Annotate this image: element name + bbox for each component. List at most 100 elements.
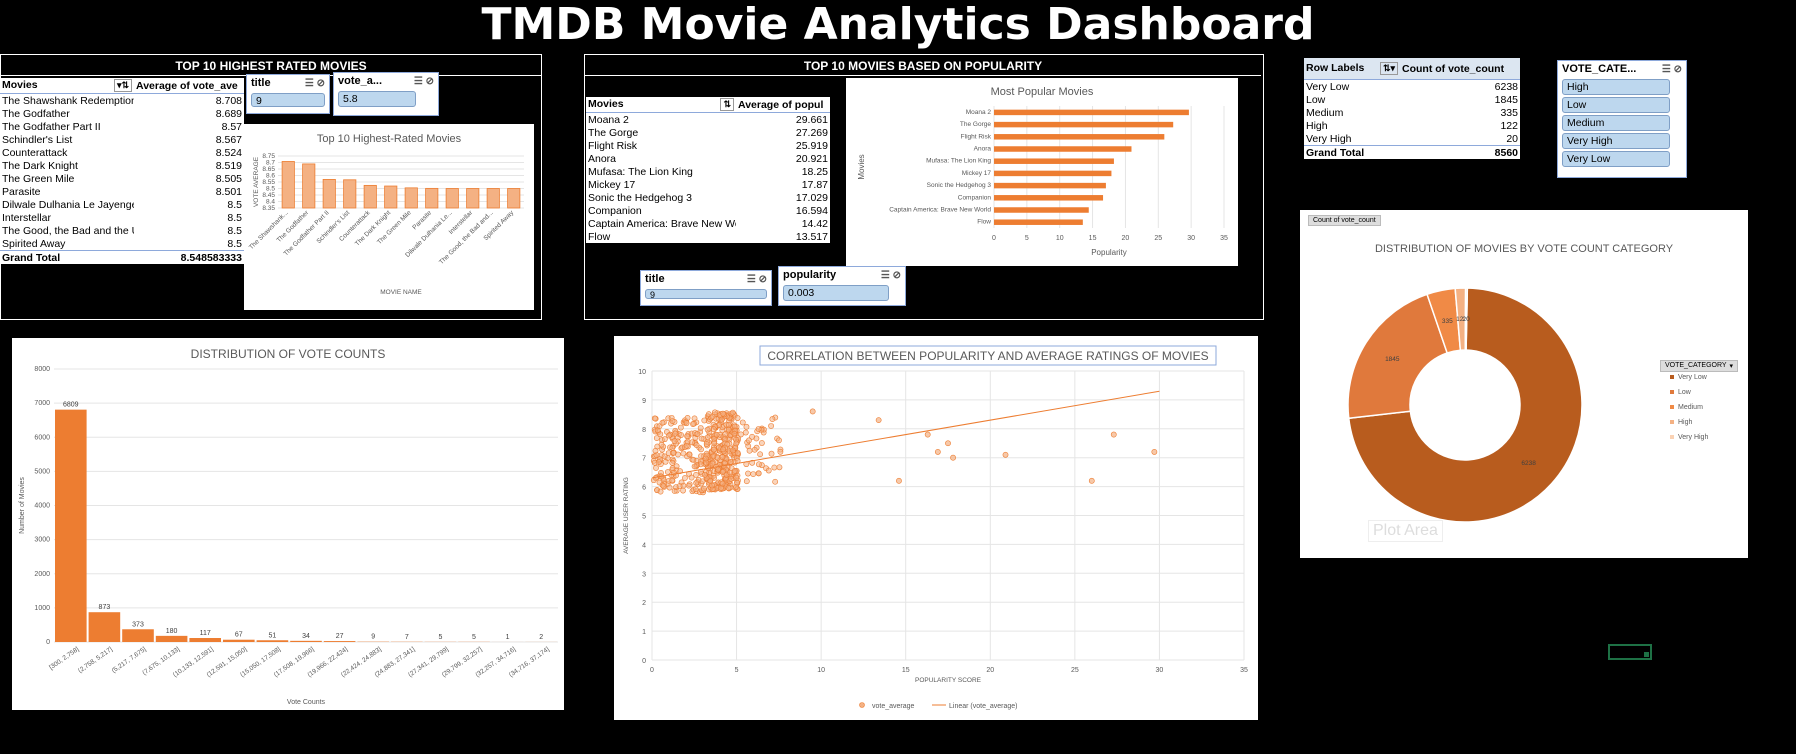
scatter-point <box>1151 449 1158 455</box>
scatter-point <box>683 420 690 427</box>
scatter-point <box>709 413 716 420</box>
table-row[interactable]: Sonic the Hedgehog 3 17.029 <box>586 191 830 204</box>
row-labels-header[interactable]: Row Labels ⇅▾ <box>1304 58 1400 80</box>
table-row[interactable]: Very Low 6238 <box>1304 80 1520 94</box>
table-row[interactable]: Interstellar 8.5 <box>0 211 244 224</box>
table-row[interactable]: Low 1845 <box>1304 93 1520 106</box>
multi-select-icon[interactable]: ☰ ⊘ <box>304 77 325 89</box>
y-tick-label: Moana 2 <box>966 109 992 116</box>
count-header[interactable]: Count of vote_count <box>1400 58 1520 80</box>
table-row[interactable]: Captain America: Brave New Wo 14.42 <box>586 217 830 230</box>
table-row[interactable]: Medium 335 <box>1304 106 1520 119</box>
y-tick-label: Sonic the Hedgehog 3 <box>927 182 992 189</box>
table-row[interactable]: Schindler's List 8.567 <box>0 133 244 146</box>
table-row[interactable]: The Shawshank Redemption 8.708 <box>0 94 244 108</box>
popularity-slicer[interactable]: popularity ☰ ⊘ 0.003 <box>778 266 906 306</box>
scatter-point <box>693 442 700 448</box>
scatter-point <box>749 433 756 440</box>
popularity-cell: 13.517 <box>795 230 828 243</box>
y-tick-label: Flow <box>977 219 991 226</box>
slicer-item[interactable]: 9 <box>645 289 767 299</box>
table-row[interactable]: Dilwale Dulhania Le Jayenge 8.5 <box>0 198 244 211</box>
y-axis-title: VOTE AVERAGE <box>253 156 260 207</box>
table-row[interactable]: The Godfather 8.689 <box>0 107 244 120</box>
vote-count-category-donut-chart[interactable]: DISTRIBUTION OF MOVIES BY VOTE COUNT CAT… <box>1300 210 1748 558</box>
movie-name-cell: Flight Risk <box>588 139 638 152</box>
movie-name-cell: The Green Mile <box>2 172 75 185</box>
multi-select-icon[interactable]: ☰ ⊘ <box>413 75 434 87</box>
vote-count-distribution-chart[interactable]: DISTRIBUTION OF VOTE COUNTS 0 1000 2000 3000… <box>12 338 564 710</box>
scatter-point <box>698 446 704 453</box>
bar <box>994 207 1089 213</box>
table-row[interactable]: The Dark Knight 8.519 <box>0 159 244 172</box>
table-row[interactable]: Spirited Away 8.5 <box>0 237 244 251</box>
pivot-header-movies[interactable]: Movies ⇅ <box>586 97 736 113</box>
popularity-rating-scatter-chart[interactable]: CORRELATION BETWEEN POPULARITY AND AVERA… <box>614 336 1258 720</box>
legend-marker <box>859 702 865 708</box>
slicer-item-very-high[interactable]: Very High <box>1562 133 1670 149</box>
pivot-header-popularity[interactable]: Average of popul <box>736 97 830 113</box>
legend-swatch <box>1670 420 1674 424</box>
bar <box>994 146 1132 152</box>
title-slicer[interactable]: title ☰ ⊘ 9 <box>246 74 330 114</box>
filter-icon[interactable]: ▾⇅ <box>113 79 132 92</box>
table-row[interactable]: The Godfather Part II 8.57 <box>0 120 244 133</box>
multi-select-icon[interactable]: ☰ ⊘ <box>1661 63 1682 75</box>
table-row[interactable]: Counterattack 8.524 <box>0 146 244 159</box>
multi-select-icon[interactable]: ☰ ⊘ <box>880 269 901 281</box>
table-row[interactable]: Moana 2 29.661 <box>586 113 830 127</box>
slicer-item[interactable]: 5.8 <box>338 91 416 107</box>
pivot-header-average[interactable]: Average of vote_ave <box>134 78 244 94</box>
vote-category-slicer[interactable]: VOTE_CATE... ☰ ⊘ High Low Medium Very High Ve… <box>1557 60 1687 178</box>
table-row[interactable]: Companion 16.594 <box>586 204 830 217</box>
title-slicer-2[interactable]: title ☰ ⊘ 9 <box>640 270 772 306</box>
slicer-item-medium[interactable]: Medium <box>1562 115 1670 131</box>
slicer-item-low[interactable]: Low <box>1562 97 1670 113</box>
scatter-point <box>733 440 740 447</box>
bar <box>486 188 500 209</box>
bar <box>322 179 336 209</box>
category-label-cell: High <box>1306 119 1328 132</box>
selection-handle[interactable] <box>1644 652 1649 657</box>
table-row[interactable]: Mickey 17 17.87 <box>586 178 830 191</box>
table-row[interactable]: Flight Risk 25.919 <box>586 139 830 152</box>
vote-average-slicer[interactable]: vote_a... ☰ ⊘ 5.8 <box>333 72 439 116</box>
donut-slice <box>1464 287 1469 351</box>
bar <box>404 187 418 209</box>
scatter-point <box>755 470 762 477</box>
most-popular-bar-chart[interactable]: Most Popular Movies 0 5 10 15 20 25 30 35 Moana 2… <box>846 78 1238 266</box>
table-row[interactable]: The Good, the Bad and the U 8.5 <box>0 224 244 237</box>
y-axis-title: AVERAGE USER RATING <box>623 477 630 554</box>
slicer-item-very-low[interactable]: Very Low <box>1562 151 1670 167</box>
movie-name-cell: The Dark Knight <box>2 159 78 172</box>
top-rated-bar-chart[interactable]: Top 10 Highest-Rated Movies 8.35 8.4 8.45 8.… <box>244 124 534 310</box>
scatter-point <box>711 446 717 453</box>
table-row[interactable]: Anora 20.921 <box>586 152 830 165</box>
scatter-point <box>690 456 697 463</box>
table-row[interactable]: The Green Mile 8.505 <box>0 172 244 185</box>
x-tick-label: 5 <box>735 667 739 674</box>
slicer-item-high[interactable]: High <box>1562 79 1670 95</box>
bar <box>994 219 1083 225</box>
table-row[interactable]: Mufasa: The Lion King 18.25 <box>586 165 830 178</box>
table-row[interactable]: Flow 13.517 <box>586 230 830 243</box>
y-tick-label: 3 <box>642 571 646 578</box>
table-row[interactable]: Parasite 8.501 <box>0 185 244 198</box>
table-row[interactable]: Very High 20 <box>1304 132 1520 146</box>
scatter-point <box>684 414 691 421</box>
sort-icon[interactable]: ⇅ <box>720 98 734 111</box>
dropdown-icon[interactable]: ▾ <box>1729 363 1733 370</box>
filter-dropdown-icon[interactable]: ⇅▾ <box>1379 62 1398 75</box>
slicer-item[interactable]: 9 <box>251 93 325 107</box>
legend-field-button[interactable]: VOTE_CATEGORY ▾ <box>1660 360 1738 372</box>
slicer-item[interactable]: 0.003 <box>783 285 889 301</box>
legend-label: Linear (vote_average) <box>949 703 1018 710</box>
scatter-point <box>756 461 762 468</box>
pivot-header-movies[interactable]: Movies ▾⇅ <box>0 78 134 94</box>
field-button[interactable]: Count of vote_count <box>1308 215 1381 226</box>
bar <box>281 161 295 209</box>
table-row[interactable]: High 122 <box>1304 119 1520 132</box>
table-row[interactable]: The Gorge 27.269 <box>586 126 830 139</box>
multi-select-icon[interactable]: ☰ ⊘ <box>746 273 767 285</box>
selected-cell[interactable] <box>1608 644 1652 660</box>
